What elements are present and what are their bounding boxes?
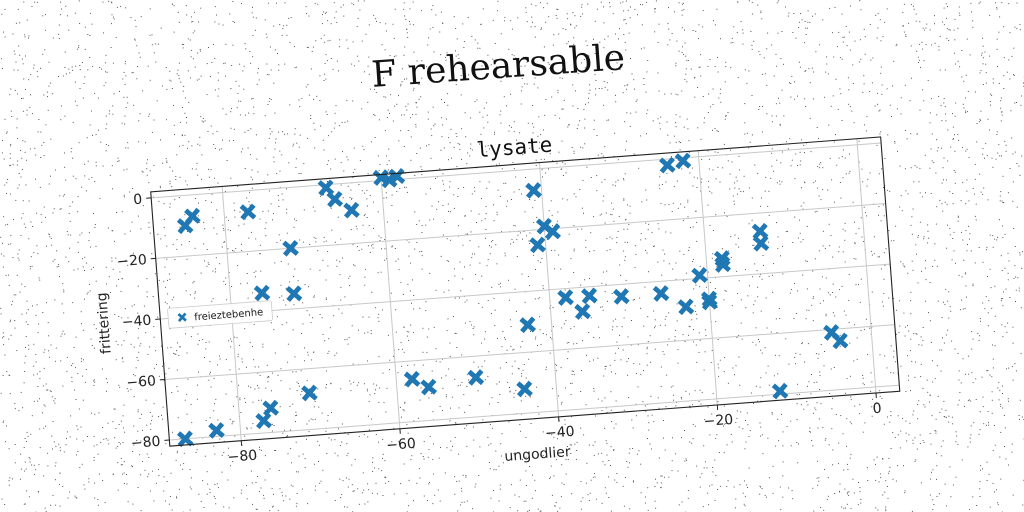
x-tick-label: −60 <box>386 436 417 454</box>
data-point <box>253 284 271 302</box>
data-point <box>700 290 718 308</box>
data-point <box>677 298 695 316</box>
data-point <box>525 182 542 199</box>
legend: freieztebenhe <box>167 300 273 329</box>
y-gridline <box>155 203 886 259</box>
legend-label: freieztebenhe <box>194 307 264 323</box>
y-gridline <box>164 324 895 381</box>
data-point <box>343 201 360 219</box>
data-point <box>285 285 303 303</box>
y-axis-ticks: 0 −20 −40 −60 −80 <box>117 192 170 452</box>
data-point <box>184 207 201 225</box>
data-point <box>831 332 849 350</box>
y-tick-label: −40 <box>121 313 152 331</box>
data-point <box>652 285 670 302</box>
data-point <box>674 152 692 170</box>
data-point <box>326 190 344 208</box>
y-gridline <box>169 384 900 441</box>
data-point <box>176 430 194 448</box>
legend-marker-shape <box>177 312 187 323</box>
chart-suptitle: F rehearsable <box>370 37 626 96</box>
y-tick-label: 0 <box>133 192 143 209</box>
axes-title: lysate <box>476 133 553 163</box>
x-tick-label: −40 <box>544 424 575 442</box>
data-point <box>544 223 561 240</box>
data-point <box>301 384 318 402</box>
y-gridline <box>160 263 891 320</box>
data-point <box>574 303 591 320</box>
legend-box <box>167 300 273 329</box>
data-point <box>659 156 676 174</box>
data-point <box>467 369 485 386</box>
data-point <box>751 222 769 240</box>
y-gridline <box>151 142 882 199</box>
data-point <box>403 370 421 388</box>
data-point <box>613 288 630 305</box>
y-axis-label: frittering <box>94 292 115 355</box>
data-point <box>557 289 574 306</box>
data-point <box>752 235 770 252</box>
y-tick-label: −80 <box>130 434 161 452</box>
data-point <box>262 399 280 417</box>
x-tick-label: 0 <box>872 401 882 418</box>
data-point <box>282 239 299 257</box>
data-point <box>581 287 598 305</box>
data-point <box>519 316 537 334</box>
plot-area: lysate −80 −60 −40 −20 0 0 −20 −40 −60 −80 ungod… <box>94 133 901 466</box>
y-tick-label: −20 <box>117 252 148 270</box>
y-tick-label: −60 <box>126 373 157 391</box>
data-point <box>239 203 257 221</box>
x-tick-label: −80 <box>227 448 258 466</box>
data-point <box>771 382 789 400</box>
data-point <box>388 168 406 185</box>
data-point <box>713 250 731 267</box>
data-point <box>255 412 272 430</box>
data-point <box>516 380 533 398</box>
x-axis-ticks: −80 −60 −40 −20 0 <box>227 392 882 466</box>
data-point <box>317 179 335 197</box>
x-axis-label: ungodlier <box>504 444 571 465</box>
data-markers <box>176 152 849 448</box>
x-tick-label: −20 <box>703 412 734 430</box>
legend-marker <box>177 312 187 323</box>
data-point <box>691 267 708 284</box>
data-point <box>529 236 547 254</box>
data-point <box>420 378 438 396</box>
data-point <box>208 422 225 439</box>
